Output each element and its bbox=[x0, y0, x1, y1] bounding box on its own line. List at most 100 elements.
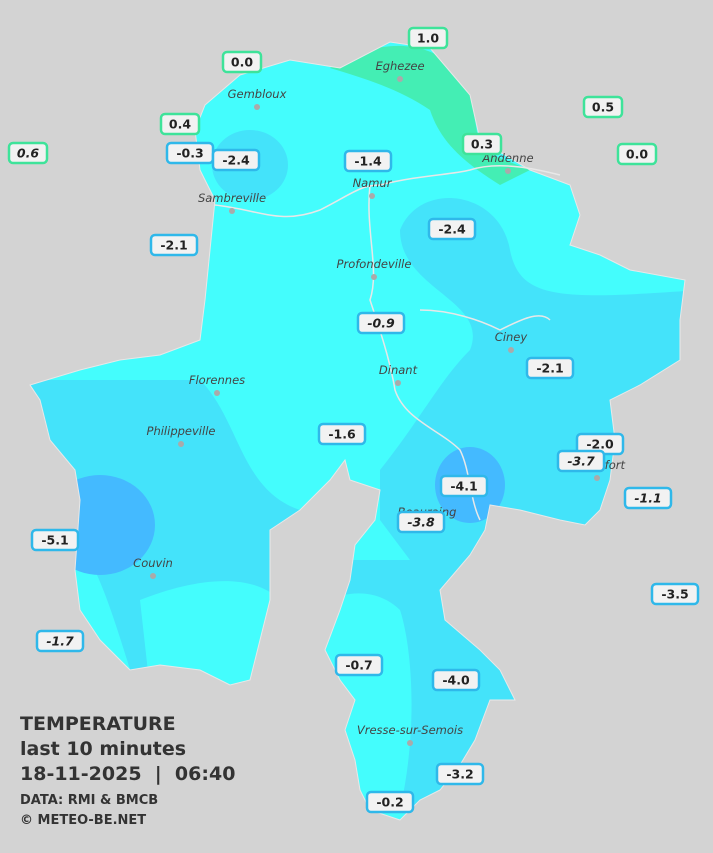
station-box bbox=[365, 790, 415, 814]
station-value: -1.7 bbox=[46, 634, 74, 649]
station-value: -4.1 bbox=[450, 479, 477, 494]
station-value: -1.6 bbox=[328, 427, 356, 442]
station: -5.1 bbox=[30, 528, 80, 552]
caption-subtitle: last 10 minutes bbox=[20, 738, 186, 760]
station-box bbox=[525, 356, 575, 380]
station: -2.4 bbox=[427, 217, 477, 241]
station: -0.3 bbox=[165, 141, 215, 165]
station-value: 0.3 bbox=[471, 137, 493, 152]
station-value: 0.5 bbox=[592, 100, 614, 115]
station-box bbox=[439, 474, 489, 498]
station: 0.0 bbox=[221, 50, 263, 74]
station: -4.1 bbox=[439, 474, 489, 498]
station: -2.1 bbox=[149, 233, 199, 257]
station-value: -0.2 bbox=[376, 795, 403, 810]
station: 0.3 bbox=[461, 132, 503, 156]
station-value: -3.2 bbox=[446, 767, 473, 782]
station-box bbox=[343, 149, 393, 173]
station-value: 0.6 bbox=[17, 146, 39, 161]
station-box bbox=[556, 449, 606, 473]
station: 0.0 bbox=[616, 142, 658, 166]
station-box bbox=[461, 132, 503, 156]
station-value: -0.9 bbox=[367, 316, 395, 331]
station: 0.4 bbox=[159, 112, 201, 136]
station-box bbox=[431, 668, 481, 692]
station: -1.4 bbox=[343, 149, 393, 173]
town-name: Ciney bbox=[495, 330, 528, 344]
town-name: Profondeville bbox=[337, 257, 412, 271]
station-box bbox=[650, 582, 700, 606]
station-box bbox=[35, 629, 85, 653]
station: -2.1 bbox=[525, 356, 575, 380]
station-box bbox=[582, 95, 624, 119]
station-value: -0.3 bbox=[176, 146, 203, 161]
town-dot bbox=[397, 76, 403, 82]
town-dot bbox=[369, 193, 375, 199]
town-name: Namur bbox=[353, 176, 393, 190]
station-value: 0.0 bbox=[626, 147, 648, 162]
station-value: -0.7 bbox=[345, 658, 372, 673]
town-dot bbox=[214, 390, 220, 396]
station: -1.6 bbox=[317, 422, 367, 446]
town-dot bbox=[395, 380, 401, 386]
station: -4.0 bbox=[431, 668, 481, 692]
station-box bbox=[396, 510, 446, 534]
station-value: -3.8 bbox=[407, 515, 435, 530]
station-value: -3.5 bbox=[661, 587, 688, 602]
caption-credit: © METEO-BE.NET bbox=[20, 813, 146, 828]
station-box bbox=[317, 422, 367, 446]
station-box bbox=[7, 141, 49, 165]
station: -1.7 bbox=[35, 629, 85, 653]
station-box bbox=[623, 486, 673, 510]
station: -3.7 bbox=[556, 449, 606, 473]
caption-title: TEMPERATURE bbox=[20, 713, 176, 735]
station-box bbox=[334, 653, 384, 677]
caption-datetime: 18-11-2025 | 06:40 bbox=[20, 763, 235, 785]
town-name: Vresse-sur-Semois bbox=[357, 723, 463, 737]
station: -3.8 bbox=[396, 510, 446, 534]
station-value: 0.4 bbox=[169, 117, 191, 132]
town-dot bbox=[508, 347, 514, 353]
town-dot bbox=[150, 573, 156, 579]
station: -3.5 bbox=[650, 582, 700, 606]
station-value: -5.1 bbox=[41, 533, 68, 548]
station: -0.9 bbox=[356, 311, 406, 335]
station-value: -1.1 bbox=[634, 491, 661, 506]
river bbox=[214, 164, 561, 521]
station-box bbox=[149, 233, 199, 257]
station-box bbox=[221, 50, 263, 74]
station-box bbox=[616, 142, 658, 166]
station-value: -2.4 bbox=[222, 153, 250, 168]
station-box bbox=[427, 217, 477, 241]
town-name: Philippeville bbox=[147, 424, 216, 438]
town-dot bbox=[505, 168, 511, 174]
station-value: -2.1 bbox=[160, 238, 187, 253]
town-name: Sambreville bbox=[198, 191, 266, 205]
town-dot bbox=[407, 740, 413, 746]
station-box bbox=[356, 311, 406, 335]
station-value: 0.0 bbox=[231, 55, 253, 70]
town-name: Dinant bbox=[379, 363, 418, 377]
caption-source: DATA: RMI & BMCB bbox=[20, 793, 158, 808]
station-box bbox=[435, 762, 485, 786]
station-value: -2.4 bbox=[438, 222, 466, 237]
town-name: Gembloux bbox=[228, 87, 287, 101]
station: -0.7 bbox=[334, 653, 384, 677]
station: 0.5 bbox=[582, 95, 624, 119]
station: -1.1 bbox=[623, 486, 673, 510]
station: -3.2 bbox=[435, 762, 485, 786]
station-value: -3.7 bbox=[567, 454, 595, 469]
station-box bbox=[30, 528, 80, 552]
town-dot bbox=[594, 475, 600, 481]
station-value: -1.4 bbox=[354, 154, 382, 169]
station: -2.4 bbox=[211, 148, 261, 172]
town-name: Eghezee bbox=[375, 59, 424, 73]
station: 0.6 bbox=[7, 141, 49, 165]
station-value: -2.1 bbox=[536, 361, 563, 376]
station-value: -4.0 bbox=[442, 673, 470, 688]
station-box bbox=[159, 112, 201, 136]
station: -2.0 bbox=[575, 432, 625, 456]
station-value: 1.0 bbox=[417, 31, 439, 46]
station: 1.0 bbox=[407, 26, 449, 50]
